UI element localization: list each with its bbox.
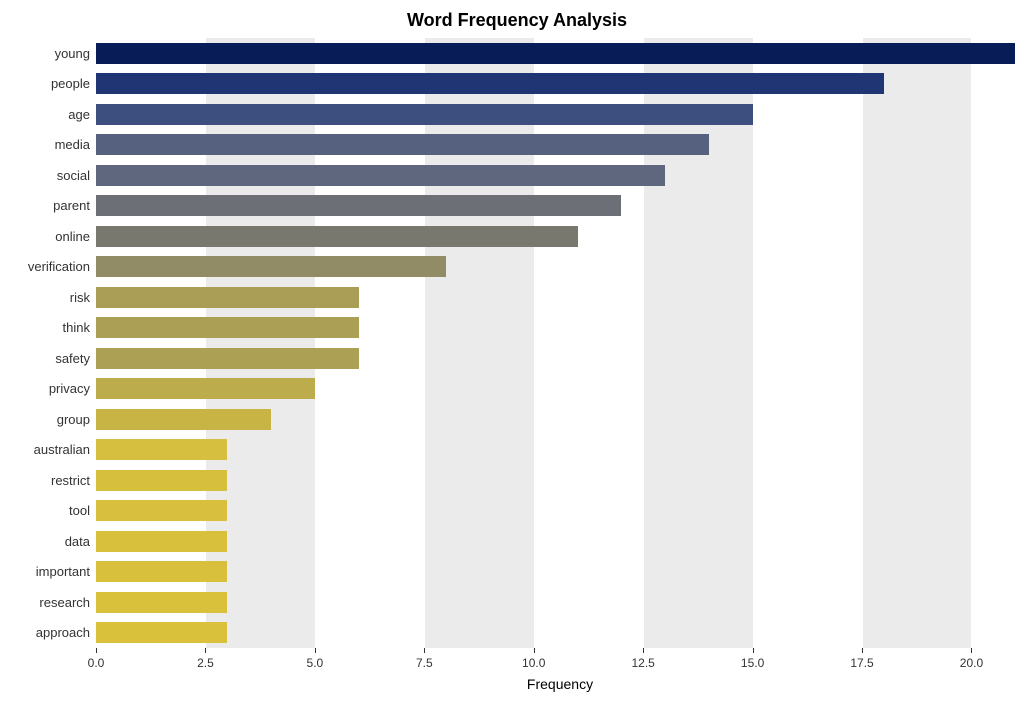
x-tick-label: 5.0 xyxy=(307,656,324,670)
x-tick xyxy=(971,648,972,653)
bar xyxy=(96,195,621,216)
x-axis-title: Frequency xyxy=(510,676,610,692)
y-tick-label: parent xyxy=(53,198,90,213)
y-tick-label: research xyxy=(39,595,90,610)
bar xyxy=(96,592,227,613)
gridline xyxy=(862,38,863,648)
bar xyxy=(96,104,753,125)
y-tick-label: young xyxy=(55,46,90,61)
bar xyxy=(96,73,884,94)
x-tick-label: 7.5 xyxy=(416,656,433,670)
x-tick-label: 20.0 xyxy=(960,656,983,670)
y-tick-label: online xyxy=(55,229,90,244)
x-tick-label: 2.5 xyxy=(197,656,214,670)
y-tick-label: risk xyxy=(70,290,90,305)
x-tick xyxy=(205,648,206,653)
y-tick-label: australian xyxy=(34,442,90,457)
x-tick xyxy=(315,648,316,653)
bar xyxy=(96,43,1015,64)
gridline xyxy=(643,38,644,648)
y-tick-label: verification xyxy=(28,259,90,274)
y-tick-label: media xyxy=(55,137,90,152)
y-tick-label: tool xyxy=(69,503,90,518)
bar xyxy=(96,409,271,430)
y-tick-label: age xyxy=(68,107,90,122)
y-tick-label: social xyxy=(57,168,90,183)
y-tick-label: approach xyxy=(36,625,90,640)
x-tick-label: 10.0 xyxy=(522,656,545,670)
y-tick-label: group xyxy=(57,412,90,427)
y-tick-label: restrict xyxy=(51,473,90,488)
gridline xyxy=(971,38,972,648)
gridline xyxy=(753,38,754,648)
y-tick-label: think xyxy=(63,320,90,335)
x-tick-label: 17.5 xyxy=(850,656,873,670)
bar xyxy=(96,317,359,338)
bar xyxy=(96,439,227,460)
x-tick xyxy=(862,648,863,653)
bar xyxy=(96,531,227,552)
gridline xyxy=(96,38,97,648)
bar xyxy=(96,378,315,399)
bar xyxy=(96,287,359,308)
bar xyxy=(96,561,227,582)
bar xyxy=(96,470,227,491)
x-tick xyxy=(534,648,535,653)
x-tick-label: 15.0 xyxy=(741,656,764,670)
y-tick-label: data xyxy=(65,534,90,549)
grid-band xyxy=(424,38,533,648)
gridline xyxy=(424,38,425,648)
bar xyxy=(96,348,359,369)
grid-band xyxy=(205,38,314,648)
gridline xyxy=(534,38,535,648)
bar xyxy=(96,622,227,643)
bar xyxy=(96,165,665,186)
x-tick xyxy=(753,648,754,653)
bar xyxy=(96,256,446,277)
x-tick xyxy=(96,648,97,653)
chart-title: Word Frequency Analysis xyxy=(0,10,1034,31)
x-tick xyxy=(424,648,425,653)
y-tick-label: people xyxy=(51,76,90,91)
y-tick-label: privacy xyxy=(49,381,90,396)
plot-area xyxy=(96,38,1024,648)
gridline xyxy=(205,38,206,648)
bar xyxy=(96,134,709,155)
bar xyxy=(96,500,227,521)
y-tick-label: safety xyxy=(55,351,90,366)
x-tick-label: 12.5 xyxy=(631,656,654,670)
chart-container: Word Frequency Analysis Frequency young p… xyxy=(0,0,1034,701)
y-tick-label: important xyxy=(36,564,90,579)
x-tick-label: 0.0 xyxy=(88,656,105,670)
bar xyxy=(96,226,578,247)
grid-band xyxy=(643,38,752,648)
grid-band xyxy=(862,38,971,648)
x-tick xyxy=(643,648,644,653)
gridline xyxy=(315,38,316,648)
